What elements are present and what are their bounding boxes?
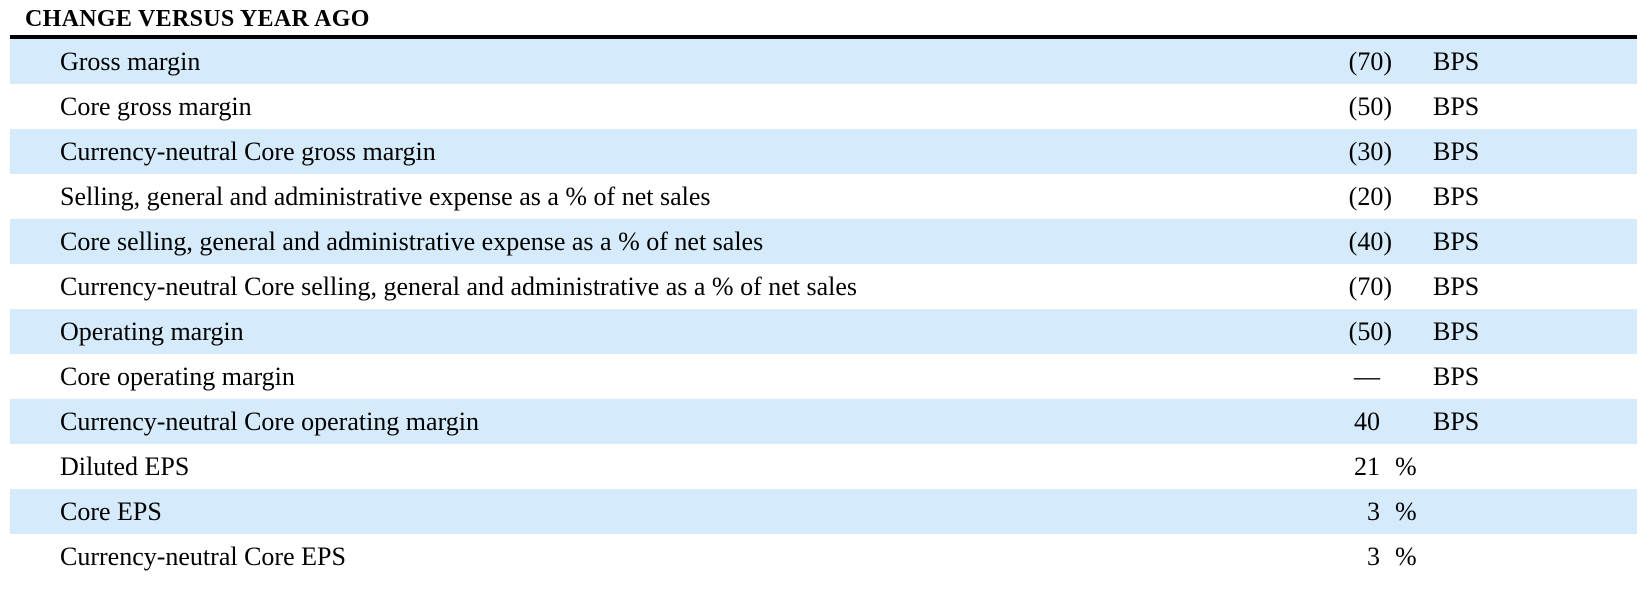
metric-value: 3 — [1367, 496, 1380, 526]
metric-unit: % — [1395, 451, 1417, 481]
metric-label: Selling, general and administrative expe… — [60, 181, 711, 211]
table-row: Core selling, general and administrative… — [10, 219, 1637, 264]
metric-label: Core gross margin — [60, 91, 252, 121]
metric-value: (40) — [1348, 226, 1392, 256]
change-versus-year-ago-table: CHANGE VERSUS YEAR AGO Gross margin (70)… — [10, 6, 1637, 579]
metric-label: Core selling, general and administrative… — [60, 226, 764, 256]
metric-label: Gross margin — [60, 46, 201, 76]
metric-unit: BPS — [1433, 226, 1480, 256]
table-row: Gross margin (70) BPS — [10, 39, 1637, 84]
table-row: Operating margin (50) BPS — [10, 309, 1637, 354]
table-row: Selling, general and administrative expe… — [10, 174, 1637, 219]
table-row: Currency-neutral Core operating margin 4… — [10, 399, 1637, 444]
metric-unit: BPS — [1433, 406, 1480, 436]
metric-label: Operating margin — [60, 316, 244, 346]
metric-value: (50) — [1348, 91, 1392, 121]
metric-unit: BPS — [1433, 361, 1480, 391]
table-row: Currency-neutral Core EPS 3 % — [10, 534, 1637, 579]
metric-unit: BPS — [1433, 271, 1480, 301]
metric-label: Core operating margin — [60, 361, 295, 391]
metric-label: Currency-neutral Core EPS — [60, 541, 346, 571]
metric-label: Diluted EPS — [60, 451, 190, 481]
metric-value: 21 — [1354, 451, 1380, 481]
metric-label: Currency-neutral Core operating margin — [60, 406, 479, 436]
metric-value: (50) — [1348, 316, 1392, 346]
metric-label: Core EPS — [60, 496, 162, 526]
metric-unit: BPS — [1433, 181, 1480, 211]
table-title: CHANGE VERSUS YEAR AGO — [25, 6, 370, 32]
header-rule — [10, 35, 1637, 39]
metric-unit: BPS — [1433, 136, 1480, 166]
metric-unit: % — [1395, 541, 1417, 571]
table-rows: Gross margin (70) BPS Core gross margin … — [10, 39, 1637, 579]
metric-value: (20) — [1348, 181, 1392, 211]
metric-value: 40 — [1354, 406, 1380, 436]
metric-value: (30) — [1348, 136, 1392, 166]
metric-unit: BPS — [1433, 91, 1480, 121]
table-row: Core gross margin (50) BPS — [10, 84, 1637, 129]
table-row: Diluted EPS 21 % — [10, 444, 1637, 489]
metric-value: — — [1354, 361, 1380, 391]
metric-label: Currency-neutral Core gross margin — [60, 136, 436, 166]
metric-unit: % — [1395, 496, 1417, 526]
metric-unit: BPS — [1433, 316, 1480, 346]
table-row: Currency-neutral Core selling, general a… — [10, 264, 1637, 309]
table-row: Core operating margin — BPS — [10, 354, 1637, 399]
metric-value: 3 — [1367, 541, 1380, 571]
metric-value: (70) — [1348, 46, 1392, 76]
metric-label: Currency-neutral Core selling, general a… — [60, 271, 858, 301]
metric-unit: BPS — [1433, 46, 1480, 76]
table-row: Currency-neutral Core gross margin (30) … — [10, 129, 1637, 174]
table-row: Core EPS 3 % — [10, 489, 1637, 534]
metric-value: (70) — [1348, 271, 1392, 301]
